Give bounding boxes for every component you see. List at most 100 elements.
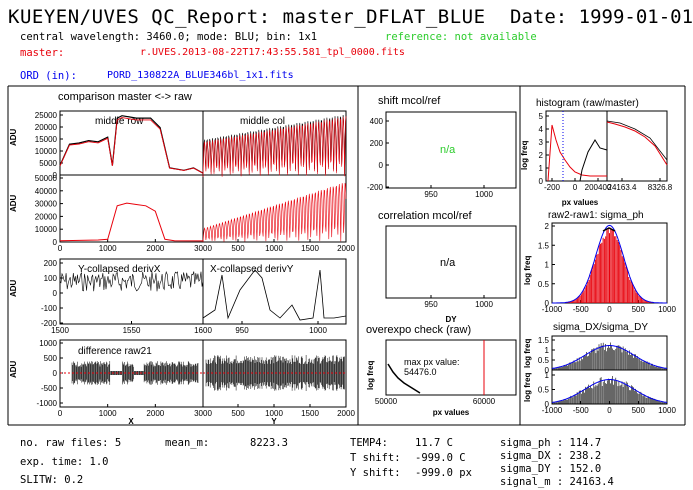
- shift-na: n/a: [440, 144, 456, 156]
- xlabel-hist: px values: [562, 198, 599, 207]
- footer-mean-value: 8223.3: [250, 437, 288, 449]
- diff-ytick-1: 500: [44, 354, 58, 363]
- deriv-ytick-3: -100: [41, 304, 58, 313]
- comp-bot-ytick-4: 10000: [35, 225, 58, 234]
- comp-top-ytick-2: 15000: [35, 135, 58, 144]
- footer-yshift-value: -999.0 px: [415, 467, 472, 479]
- plot-hist-right: [606, 110, 668, 182]
- diff-left-xtick-2: 2000: [146, 409, 164, 418]
- sub-difference: difference raw21: [78, 346, 152, 357]
- diff-ytick-2: 0: [53, 369, 58, 378]
- hist-ytick-5: 0: [539, 177, 544, 186]
- footer-signal-m: signal_m : 24163.4: [500, 476, 614, 488]
- comp-top-ytick-5: 0: [53, 171, 58, 180]
- curve-mcol-red: [202, 116, 347, 178]
- plot-overexpo: [385, 339, 517, 396]
- sigma-dy-ytick-1: 0.5: [538, 386, 550, 395]
- diff-right-xtick-0: 500: [231, 409, 245, 418]
- comp-bot-ytick-1: 40000: [35, 187, 58, 196]
- comp-bot-ytick-2: 30000: [35, 200, 58, 209]
- overexpo-label2: 54476.0: [404, 367, 437, 377]
- diff-right-xtick-3: 2000: [337, 409, 355, 418]
- comp-col-xtick-2: 1500: [301, 244, 319, 253]
- curve-derivx: [59, 270, 204, 292]
- deriv-ytick-1: 100: [44, 274, 58, 283]
- comp-bot-ytick-3: 20000: [35, 212, 58, 221]
- ord-label: ORD (in):: [20, 70, 77, 82]
- deriv-ytick-0: 200: [44, 259, 58, 268]
- curve-overexpo: [387, 363, 421, 394]
- footer-tshift-label: T shift:: [350, 452, 401, 464]
- plot-hist-left: [545, 110, 608, 182]
- sigma-ph-peak: [602, 227, 616, 232]
- hist-left-xtick-0: -200: [544, 183, 561, 192]
- footer-sigma-dy: sigma_DY : 152.0: [500, 463, 602, 475]
- sigma-ph-xtick-4: 1000: [658, 305, 676, 314]
- shift-ytick-2: 0: [379, 161, 384, 170]
- sigma-ph-ytick-0: 2: [545, 222, 550, 231]
- comp-top-ytick-0: 25000: [35, 111, 58, 120]
- diff-right-xtick-2: 1500: [301, 409, 319, 418]
- ylabel-sigma-ph: log freq: [523, 256, 532, 285]
- footer-raw-files: no. raw files: 5: [20, 437, 122, 449]
- sigma-ph-ytick-4: 0: [545, 299, 550, 308]
- deriv-ytick-2: 0: [53, 289, 58, 298]
- shift-ytick-0: 400: [370, 117, 384, 126]
- hist-ytick-2: 3: [539, 138, 544, 147]
- ylabel-sigma-dy: log freq: [523, 373, 532, 402]
- sigma-ph-fit: [552, 224, 667, 304]
- diff-ytick-0: 1000: [39, 339, 57, 348]
- sub-middle-row: middle row: [95, 116, 144, 127]
- hist-right-xtick-1: 8326.8: [648, 183, 673, 192]
- diff-right-xtick-1: 1000: [265, 409, 283, 418]
- sigma-ph-bars: [556, 227, 663, 303]
- hist-ytick-0: 5: [539, 112, 544, 121]
- sigma-ph-xtick-2: 0: [607, 305, 612, 314]
- overexpo-xtick-1: 60000: [473, 397, 496, 406]
- plot-mrow-raw: [59, 174, 204, 243]
- sigma-ph-ytick-2: 1: [545, 261, 550, 270]
- corr-na: n/a: [440, 257, 456, 269]
- shift-ytick-1: 200: [370, 139, 384, 148]
- deriv-ytick-4: -200: [41, 319, 58, 328]
- hist-left-xtick-2: 200400: [585, 183, 612, 192]
- hist-left-red: [547, 124, 607, 182]
- footer-sigma-ph: sigma_ph : 114.7: [500, 437, 602, 449]
- footer-temp4-label: TEMP4:: [350, 437, 388, 449]
- ylabel-comp-top: ADU: [9, 128, 18, 146]
- overexpo-label1: max px value:: [404, 357, 460, 367]
- sigma-dxdy-xtick-4: 1000: [658, 406, 676, 415]
- curve-mrow-raw: [59, 202, 204, 242]
- sigma-ph-title: raw2-raw1: sigma_ph: [548, 210, 644, 221]
- ylabel-hist: log freq: [520, 141, 529, 170]
- comp-col-xtick-0: 500: [231, 244, 245, 253]
- sigma-dxdy-xtick-3: 500: [632, 406, 646, 415]
- hist-ytick-3: 2: [539, 151, 544, 160]
- sigma-ph-xtick-0: -1000: [542, 305, 563, 314]
- hist-right-black: [606, 120, 668, 161]
- corr-xtick-0: 950: [424, 300, 438, 309]
- deriv-left-xtick-2: 1600: [194, 326, 212, 335]
- shift-title: shift mcol/ref: [378, 95, 441, 107]
- sigma-dxdy-xtick-2: 0: [607, 406, 612, 415]
- header-line1: central wavelength: 3460.0; mode: BLU; b…: [20, 31, 318, 43]
- corr-title: correlation mcol/ref: [378, 210, 472, 222]
- overexpo-title: overexpo check (raw): [366, 324, 471, 336]
- comp-col-xtick-3: 2000: [337, 244, 355, 253]
- master-file: r.UVES.2013-08-22T17:43:55.581_tpl_0000.…: [140, 47, 405, 58]
- noise-diff-x: [71, 361, 199, 385]
- footer-temp4-value: 11.7 C: [415, 437, 453, 449]
- shift-xtick-0: 950: [424, 190, 438, 199]
- report-title: KUEYEN/UVES QC_Report: master_DFLAT_BLUE: [8, 6, 486, 28]
- sigma-dx-bars: [551, 342, 668, 370]
- sigma-ph-xtick-1: -500: [573, 305, 590, 314]
- footer-mean-label: mean_m:: [165, 437, 210, 449]
- comp-row-xtick-2: 2000: [146, 244, 164, 253]
- diff-left-xtick-1: 1000: [99, 409, 117, 418]
- comp-top-ytick-4: 5000: [39, 159, 57, 168]
- sigma-dy-fit: [551, 379, 668, 403]
- deriv-left-xtick-1: 1550: [123, 326, 141, 335]
- diff-left-xtick-0: 0: [58, 409, 63, 418]
- deriv-right-xtick-1: 1000: [309, 326, 327, 335]
